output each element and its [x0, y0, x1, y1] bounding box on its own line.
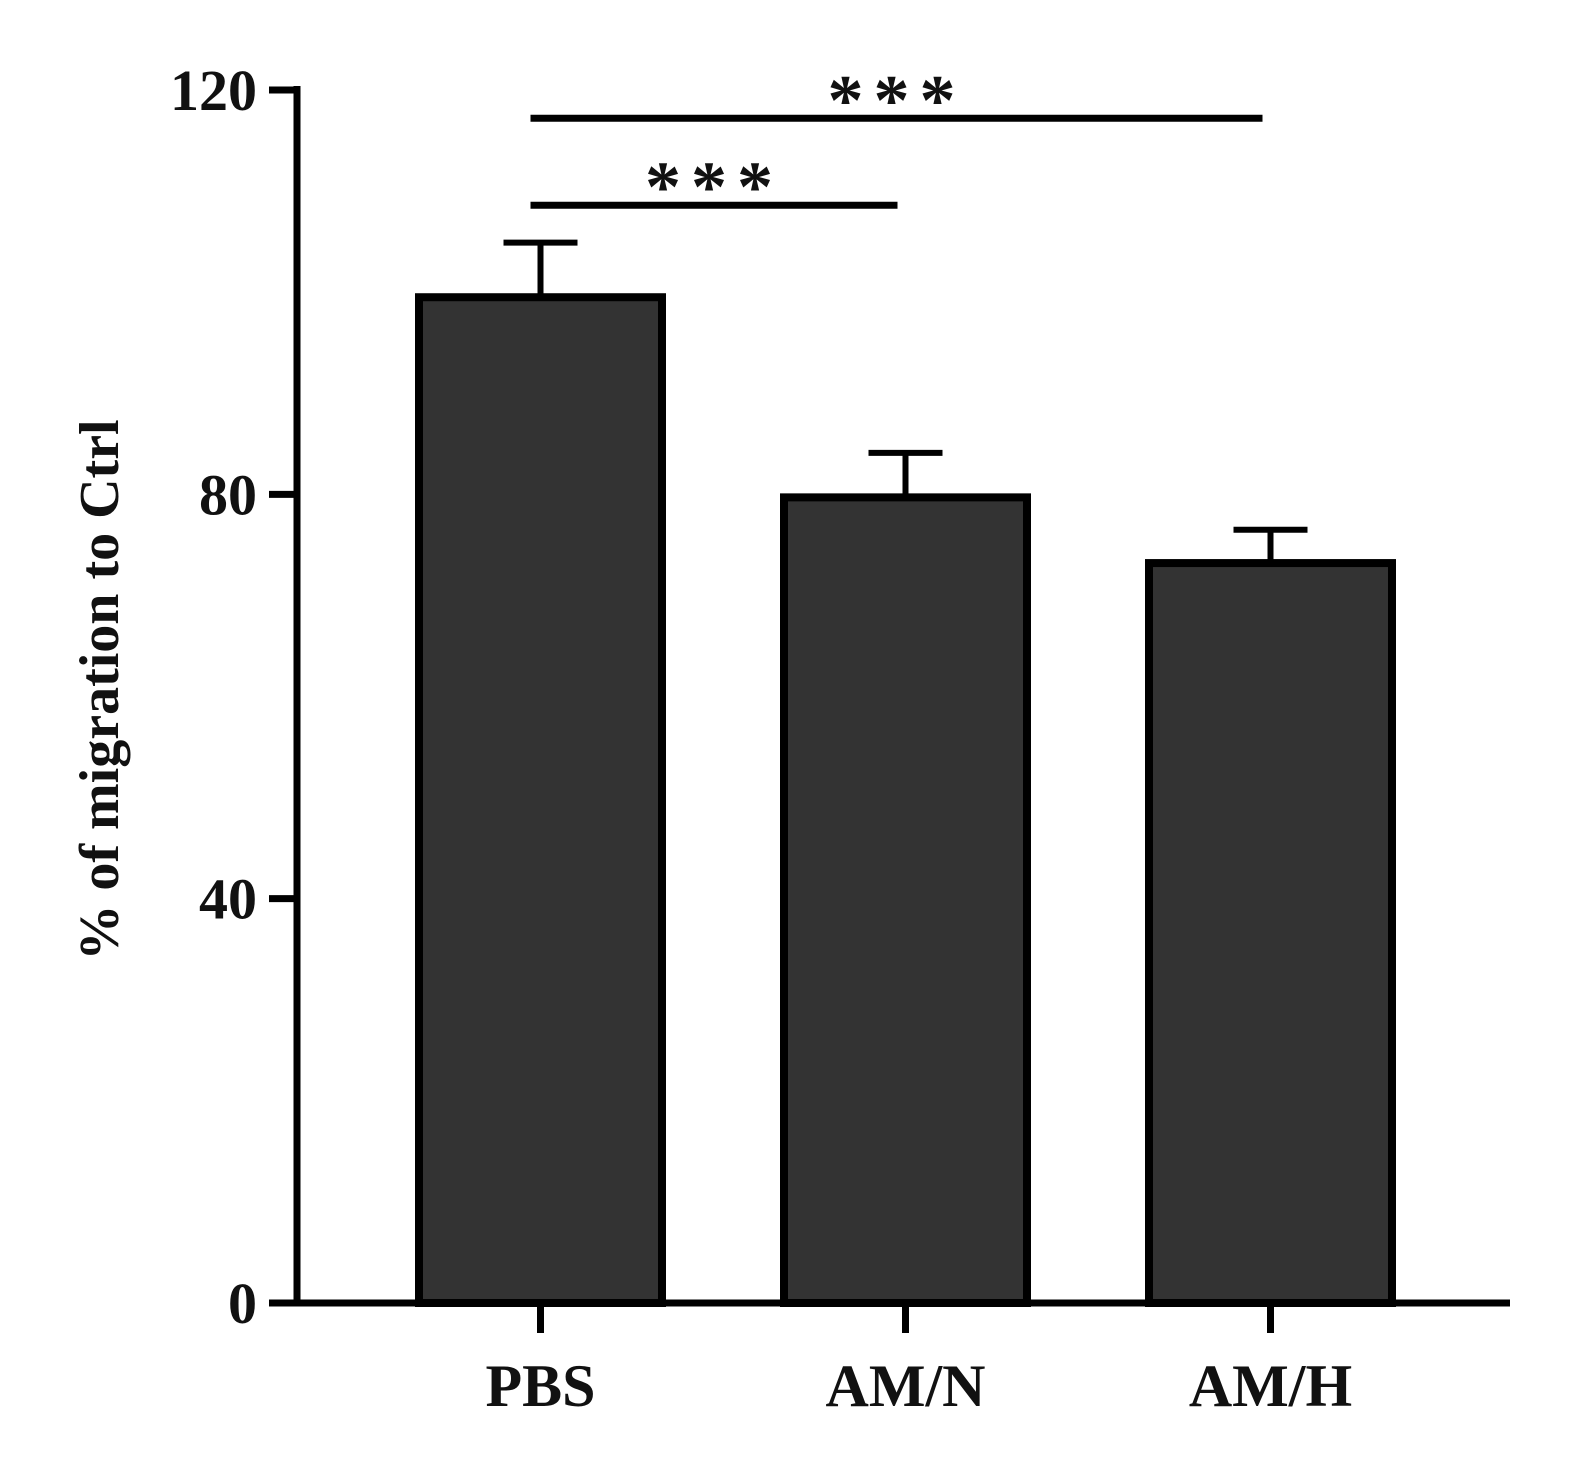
x-tick-label: PBS	[485, 1353, 595, 1419]
error-bar	[503, 239, 578, 298]
x-tick-label: AM/N	[826, 1353, 986, 1419]
x-tick-label: AM/H	[1189, 1353, 1352, 1419]
y-tick-label: 40	[199, 867, 257, 932]
bar	[1145, 559, 1396, 1307]
bar	[415, 293, 666, 1307]
significance-label: ***	[645, 147, 783, 227]
y-tick-label: 80	[199, 462, 257, 527]
y-tick-label: 0	[228, 1271, 257, 1336]
error-bar	[868, 449, 943, 498]
error-bar	[1233, 526, 1308, 564]
significance-label: ***	[828, 60, 966, 140]
y-tick-label: 120	[170, 58, 257, 123]
bar	[780, 493, 1031, 1307]
y-axis-label: % of migration to Ctrl	[69, 419, 131, 960]
